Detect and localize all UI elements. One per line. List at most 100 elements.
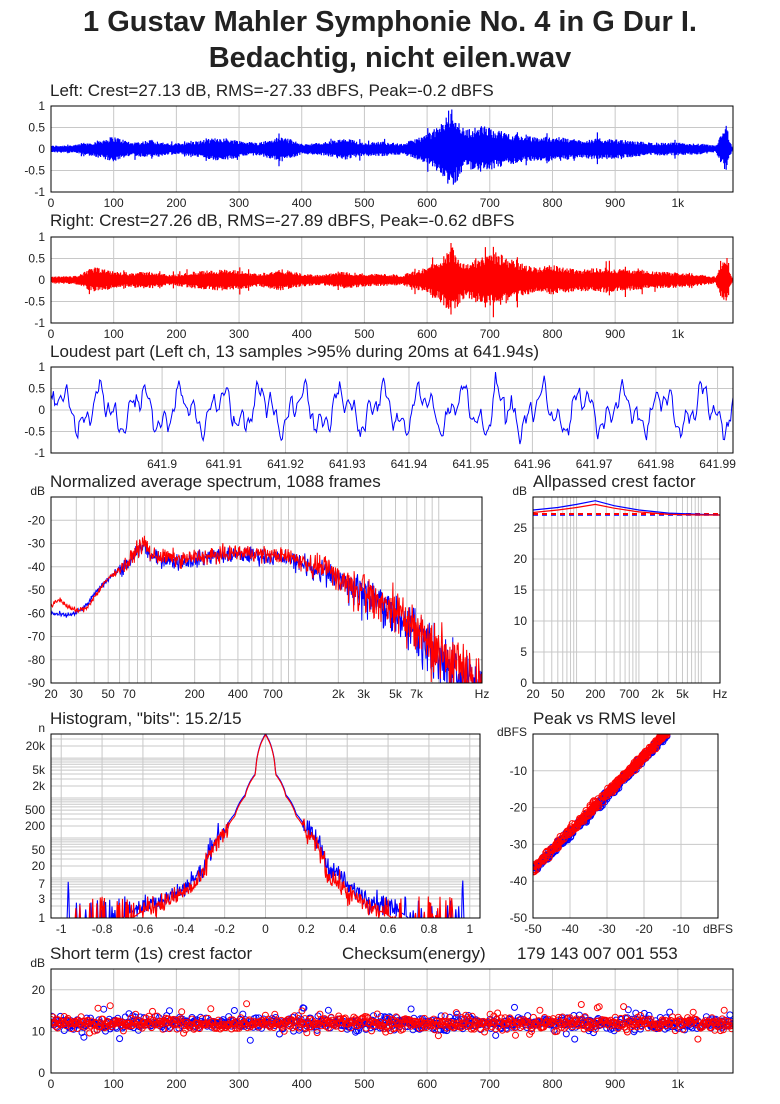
peak-rms-point-right — [577, 816, 585, 824]
right_wave-x-tick-label: 600 — [417, 327, 437, 341]
right_wave-frame — [50, 236, 734, 324]
spectrum-x-tick-label: 3k — [357, 687, 371, 701]
short-crest-point-right — [311, 1019, 319, 1027]
short-crest-point-right — [696, 1023, 704, 1031]
short-crest-title: Short term (1s) crest factor — [50, 944, 253, 963]
peak-rms-point-right — [663, 727, 669, 733]
allpass-x-tick-label: 700 — [619, 687, 639, 701]
spectrum-y-tick-label: -90 — [28, 676, 46, 690]
short-crest-point-right — [494, 1009, 502, 1017]
peak-rms-y-axis-label: dBFS — [497, 725, 527, 739]
short-crest-point-right — [433, 1021, 441, 1029]
peak-rms-point-right — [666, 726, 672, 732]
short-crest-point-right — [544, 1018, 551, 1026]
peak-rms-point-right — [571, 823, 578, 831]
short-crest-point-right — [466, 1017, 474, 1025]
spectrum-y-tick-label: -20 — [28, 513, 46, 527]
right_wave-y-tick-label: 0 — [38, 273, 45, 287]
short-crest-point-right — [303, 1029, 311, 1037]
spectrum-x-tick-label: 20 — [44, 687, 58, 701]
peak-rms-point-right — [564, 831, 572, 839]
peak-rms-point-right — [658, 734, 666, 741]
peak-rms-point-right — [571, 824, 579, 832]
spectrum-y-tick-label: -40 — [28, 560, 46, 574]
allpass-series-right — [533, 503, 720, 516]
peak_rms-plot-area — [533, 726, 672, 876]
loudest-plot-area — [51, 371, 733, 445]
allpass-y-tick-label: 10 — [514, 614, 528, 628]
short-crest-point-right — [90, 1027, 98, 1035]
spectrum-y-tick-label: -60 — [28, 606, 46, 620]
short-crest-point-left — [324, 1006, 332, 1014]
short-crest-point-right — [153, 1012, 161, 1020]
short_crest-x-tick-label: 1k — [671, 1077, 685, 1091]
short-crest-point-right — [331, 1021, 339, 1029]
left_wave-x-tick-label: 1k — [671, 196, 685, 210]
peak-rms-point-right — [543, 847, 551, 855]
allpass-series-left — [533, 500, 720, 516]
peak-rms-point-right — [582, 813, 590, 821]
short-crest-point-right — [188, 1015, 196, 1023]
short-crest-point-right — [359, 1014, 367, 1022]
short-crest-point-left — [511, 1003, 518, 1011]
left_wave-x-tick-label: 600 — [417, 196, 437, 210]
peak-rms-title: Peak vs RMS level — [533, 709, 676, 728]
right_wave-y-tick-label: -1 — [34, 316, 45, 330]
allpass-frame — [532, 496, 721, 684]
short-crest-point-right — [243, 1000, 251, 1008]
short-crest-point-right — [577, 1001, 585, 1008]
left_wave-y-tick-label: -1 — [34, 185, 45, 199]
right_wave-x-tick-label: 200 — [166, 327, 186, 341]
short-crest-point-left — [230, 1007, 238, 1014]
short-crest-point-right — [671, 1027, 679, 1035]
short-crest-point-right — [382, 1028, 390, 1036]
short-crest-point-right — [125, 1022, 133, 1030]
peak-rms-point-right — [630, 761, 637, 769]
short-crest-point-right — [226, 1021, 234, 1029]
short-crest-point-right — [269, 1020, 277, 1028]
short-crest-point-right — [363, 1013, 371, 1021]
peak-rms-point-right — [559, 831, 567, 839]
peak_rms-y-tick-label: -20 — [510, 801, 528, 815]
histogram-y-tick-label: 1 — [38, 911, 45, 925]
peak-rms-point-right — [612, 780, 620, 788]
short-crest-point-right — [717, 1027, 724, 1035]
short-crest-point-right — [713, 1019, 721, 1027]
short-crest-point-left — [409, 1026, 417, 1034]
short-crest-point-left — [239, 1010, 247, 1018]
short-crest-point-right — [528, 1027, 535, 1035]
short-crest-point-right — [497, 1014, 505, 1022]
spectrum-x-tick-label: 30 — [70, 687, 84, 701]
spectrum-y-tick-label: -30 — [28, 537, 46, 551]
peak-rms-point-right — [628, 763, 636, 771]
spectrum-x-tick-label: 200 — [185, 687, 205, 701]
short-crest-point-left — [125, 1010, 133, 1018]
peak_rms-x-tick-label: dBFS — [703, 922, 733, 936]
loudest-x-tick-label: 641.97 — [576, 457, 613, 471]
short-crest-point-right — [313, 1029, 321, 1037]
short-crest-point-right — [555, 1013, 563, 1021]
checksum-value: 179 143 007 001 553 — [517, 944, 678, 963]
short-crest-point-right — [283, 1017, 291, 1025]
short-crest-point-right — [177, 1015, 185, 1023]
right_wave-y-tick-label: 1 — [38, 230, 45, 244]
title-line-2: Bedachtig, nicht eilen.wav — [208, 42, 572, 74]
left_wave-x-tick-label: 300 — [229, 196, 249, 210]
allpass-x-tick-label: 5k — [676, 687, 690, 701]
right_wave-x-tick-label: 100 — [104, 327, 124, 341]
histogram-frame — [50, 733, 481, 919]
short-crest-point-left — [407, 1005, 415, 1013]
histogram-x-tick-label: 1 — [466, 922, 473, 936]
loudest-y-tick-label: 1 — [38, 360, 45, 374]
short-crest-point-right — [384, 1014, 392, 1022]
left_wave-x-tick-label: 500 — [354, 196, 374, 210]
short-crest-point-right — [679, 1025, 687, 1033]
histogram-y-tick-label: 3 — [38, 892, 45, 906]
short-crest-point-right — [147, 1016, 155, 1024]
allpass-x-tick-label: 20 — [526, 687, 540, 701]
histogram-y-tick-label: 7 — [38, 877, 45, 891]
left_wave-x-tick-label: 400 — [292, 196, 312, 210]
right_wave-x-tick-label: 400 — [292, 327, 312, 341]
short-crest-point-right — [686, 1020, 694, 1028]
short-crest-point-left — [60, 1027, 68, 1034]
